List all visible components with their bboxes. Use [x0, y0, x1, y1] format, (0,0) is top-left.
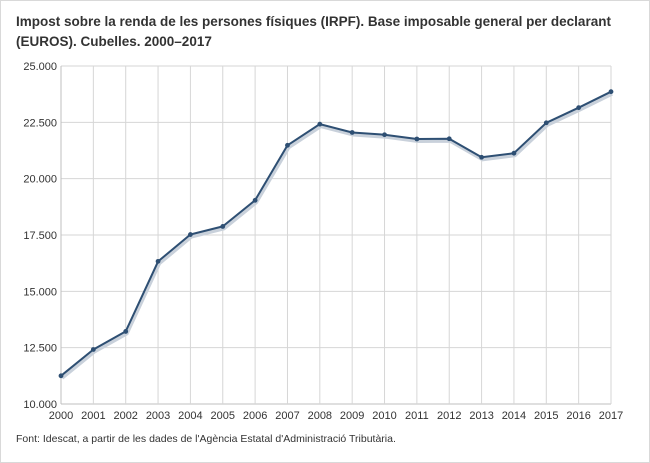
data-point	[543, 120, 549, 126]
data-point	[349, 130, 355, 135]
x-tick-label: 2007	[275, 410, 299, 422]
data-point	[220, 224, 226, 229]
x-tick-label: 2008	[308, 410, 332, 422]
y-tick-label: 10.000	[23, 399, 57, 411]
y-tick-label: 12.500	[23, 343, 57, 355]
data-point	[155, 258, 161, 264]
data-point	[479, 154, 484, 160]
x-tick-label: 2001	[81, 410, 105, 422]
source-note: Font: Idescat, a partir de les dades de …	[16, 433, 396, 445]
data-point	[414, 136, 420, 142]
x-tick-label: 2002	[113, 410, 137, 422]
data-point	[576, 105, 582, 111]
data-point	[446, 136, 452, 142]
x-tick-label: 2006	[243, 410, 267, 422]
data-point	[285, 142, 290, 148]
x-tick-label: 2009	[340, 410, 364, 422]
data-point	[511, 150, 517, 156]
x-tick-label: 2011	[405, 410, 429, 422]
data-point	[58, 373, 64, 379]
data-point	[90, 347, 96, 352]
x-tick-label: 2016	[566, 410, 590, 422]
x-tick-label: 2004	[178, 410, 202, 422]
x-tick-label: 2013	[469, 410, 493, 422]
x-tick-label: 2017	[599, 410, 623, 422]
data-point	[608, 89, 614, 95]
data-point	[188, 232, 193, 237]
x-tick-label: 2000	[49, 410, 73, 422]
x-tick-label: 2012	[437, 410, 461, 422]
y-tick-label: 25.000	[23, 61, 57, 73]
series-line-shadow	[60, 91, 613, 380]
y-tick-label: 22.500	[23, 117, 57, 129]
x-tick-label: 2003	[146, 410, 170, 422]
x-tick-label: 2015	[534, 410, 558, 422]
data-point	[123, 329, 129, 334]
y-tick-label: 20.000	[23, 174, 57, 186]
series-line	[60, 90, 612, 377]
y-tick-label: 17.500	[23, 230, 57, 242]
x-tick-label: 2005	[211, 410, 235, 422]
chart-title: Impost sobre la renda de les persones fí…	[16, 14, 611, 49]
x-tick-label: 2014	[502, 410, 526, 422]
data-point	[317, 121, 323, 127]
data-point	[382, 132, 387, 138]
data-point	[252, 197, 258, 203]
x-tick-label: 2010	[372, 410, 396, 422]
y-tick-label: 15.000	[23, 286, 57, 298]
